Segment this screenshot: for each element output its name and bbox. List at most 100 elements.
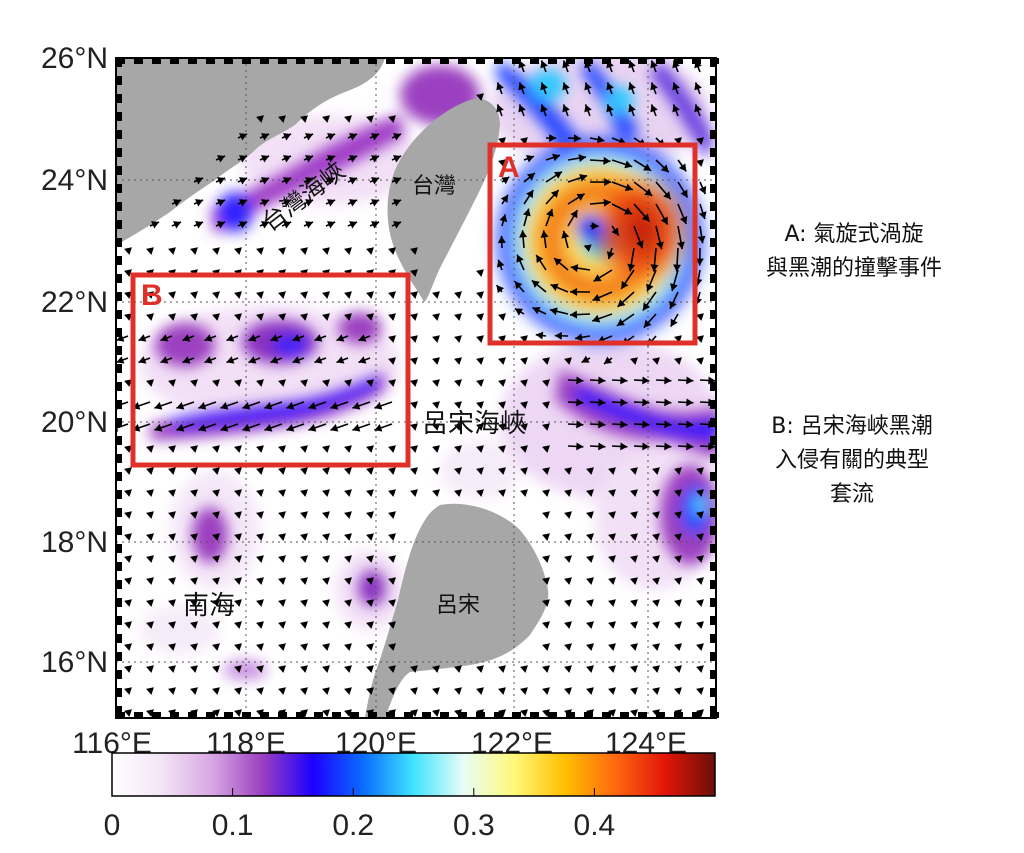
current-arrow xyxy=(655,442,672,451)
current-arrow xyxy=(256,621,264,629)
current-arrow xyxy=(542,357,550,365)
current-arrow xyxy=(633,376,650,385)
current-arrow xyxy=(432,665,440,673)
frame-tick xyxy=(476,58,485,64)
current-arrow xyxy=(278,247,286,255)
frame-tick xyxy=(242,712,251,718)
current-arrow xyxy=(498,357,506,365)
current-arrow xyxy=(608,643,616,651)
current-arrow xyxy=(237,221,248,229)
current-arrow xyxy=(146,489,154,497)
current-arrow xyxy=(674,357,682,365)
current-arrow xyxy=(303,177,314,185)
frame-tick xyxy=(260,712,269,718)
current-arrow xyxy=(300,313,308,321)
current-arrow xyxy=(542,379,550,387)
current-arrow xyxy=(146,445,154,453)
current-arrow xyxy=(259,177,270,185)
frame-tick xyxy=(584,58,593,64)
current-arrow xyxy=(454,445,462,453)
current-arrow xyxy=(281,155,292,163)
frame-tick xyxy=(710,202,716,211)
frame-tick xyxy=(116,670,122,679)
frame-tick xyxy=(602,58,611,64)
current-arrow xyxy=(650,247,659,272)
current-arrow xyxy=(124,269,132,277)
frame-tick xyxy=(710,130,716,139)
frame-tick xyxy=(116,418,122,427)
current-arrow xyxy=(212,445,220,453)
frame-tick xyxy=(674,58,683,64)
current-arrow xyxy=(146,621,154,629)
current-arrow xyxy=(410,665,418,673)
current-arrow xyxy=(256,533,264,541)
annotation-b-line-1: B: 呂宋海峽黑潮 xyxy=(771,414,933,439)
current-arrow xyxy=(344,555,352,563)
current-arrow xyxy=(388,643,396,651)
frame-tick xyxy=(116,490,122,499)
current-arrow xyxy=(410,357,418,365)
current-arrow xyxy=(347,155,358,163)
current-arrow xyxy=(630,665,638,673)
latitude-labels: 26°N 24°N 22°N 20°N 18°N 16°N xyxy=(41,42,108,679)
current-arrow xyxy=(212,291,220,299)
current-arrow xyxy=(344,467,352,475)
current-arrow xyxy=(523,154,535,163)
current-arrow xyxy=(300,115,308,123)
current-arrow xyxy=(476,335,484,343)
current-arrow xyxy=(256,665,264,673)
current-arrow xyxy=(303,221,314,229)
current-arrow xyxy=(677,398,694,407)
current-arrow xyxy=(432,401,440,409)
current-arrow xyxy=(633,398,650,407)
current-arrow xyxy=(410,247,418,255)
current-arrow xyxy=(630,643,638,651)
current-arrow xyxy=(696,555,704,563)
current-arrow xyxy=(171,199,182,207)
current-arrow xyxy=(193,177,204,185)
current-arrow xyxy=(532,306,547,315)
frame-tick xyxy=(116,544,122,553)
frame-tick xyxy=(710,562,716,571)
current-arrow xyxy=(344,489,352,497)
current-arrow xyxy=(650,104,658,117)
current-arrow xyxy=(278,665,286,673)
frame-tick xyxy=(710,508,716,517)
frame-tick xyxy=(710,436,716,445)
current-arrow xyxy=(366,511,374,519)
current-arrow xyxy=(234,555,242,563)
current-arrow xyxy=(344,511,352,519)
frame-tick xyxy=(476,712,485,718)
current-arrow xyxy=(608,621,616,629)
annotation-b-line-2: 入侵有關的典型 xyxy=(774,448,929,473)
current-arrow xyxy=(168,687,176,695)
current-arrow xyxy=(672,82,680,95)
current-arrow xyxy=(620,269,635,290)
frame-tick xyxy=(710,76,716,85)
current-arrow xyxy=(190,445,198,453)
current-arrow xyxy=(628,60,636,73)
current-arrow xyxy=(650,82,658,95)
current-arrow xyxy=(630,533,638,541)
frame-tick xyxy=(638,712,647,718)
current-arrow xyxy=(674,665,682,673)
current-arrow xyxy=(286,401,305,410)
current-arrow xyxy=(300,621,308,629)
current-arrow xyxy=(652,665,660,673)
current-arrow xyxy=(655,398,672,407)
current-arrow xyxy=(696,643,704,651)
current-arrow xyxy=(116,356,129,364)
current-arrow xyxy=(212,247,220,255)
current-arrow xyxy=(498,401,506,409)
current-arrow xyxy=(674,577,682,585)
current-arrow xyxy=(410,423,418,431)
current-arrow xyxy=(608,533,616,541)
current-arrow xyxy=(168,247,176,255)
current-arrow xyxy=(569,310,591,319)
current-arrow xyxy=(696,511,704,519)
current-arrow xyxy=(531,279,547,293)
current-arrow xyxy=(589,442,606,451)
current-arrow xyxy=(190,313,198,321)
box-b xyxy=(130,272,411,468)
current-arrow xyxy=(168,577,176,585)
